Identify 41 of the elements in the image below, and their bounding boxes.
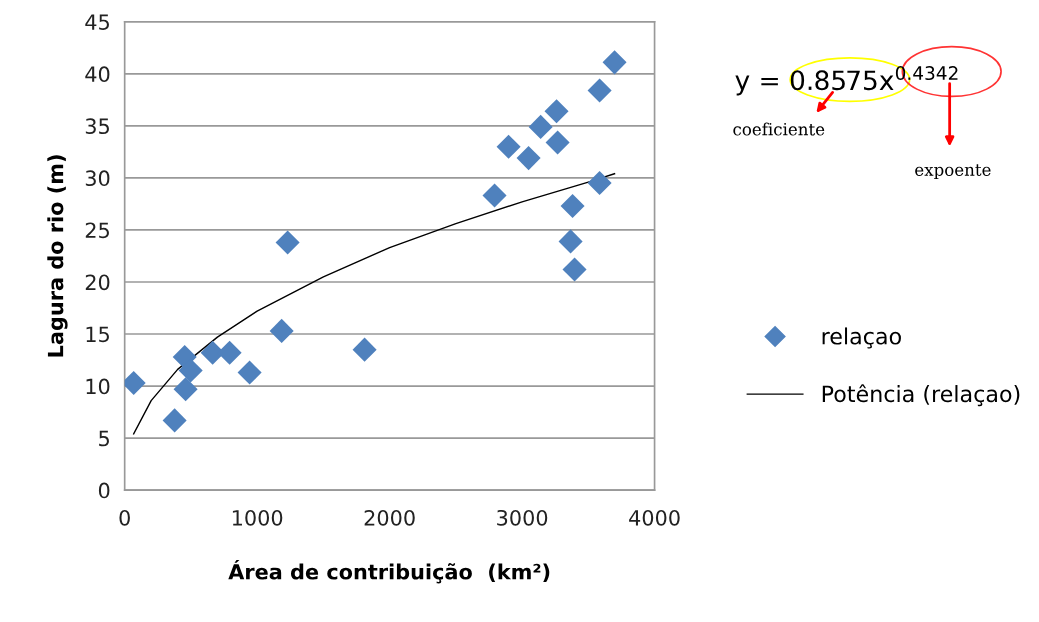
point — [516, 146, 541, 171]
line-series — [132, 173, 616, 435]
point — [237, 360, 262, 385]
x-tick-label: 1000 — [232, 509, 283, 526]
y-tick-label: 10 — [86, 378, 110, 395]
x-tick-label: 0 — [119, 509, 130, 526]
legend-label: Potência (relaçao) — [822, 384, 1020, 407]
text: coeficiente — [733, 122, 825, 136]
point — [162, 408, 187, 433]
y-tick-label: 30 — [85, 170, 110, 187]
point — [173, 377, 198, 402]
point — [587, 171, 612, 196]
point — [352, 337, 377, 362]
point — [482, 183, 507, 208]
point — [496, 134, 521, 159]
x-tick-label: 2000 — [364, 509, 415, 526]
y-tick-label: 40 — [85, 66, 110, 83]
y-tick-label: 20 — [85, 274, 110, 291]
y-tick-label: 0 — [98, 482, 110, 499]
point — [558, 229, 583, 254]
y-tick-label: 25 — [85, 222, 109, 239]
point — [178, 358, 203, 383]
y-tick-label: 5 — [99, 430, 109, 447]
legend-label: relaçao — [822, 327, 901, 349]
x-tick-label: 4000 — [629, 509, 680, 526]
point — [275, 230, 300, 255]
x-axis-title: Área de contribuição (km²) — [228, 560, 550, 584]
y-tick-label: 45 — [85, 14, 109, 30]
point — [545, 130, 570, 155]
point — [587, 78, 612, 103]
text: expoente — [915, 164, 991, 180]
x-tick-label: 3000 — [497, 509, 548, 526]
point — [560, 193, 585, 219]
point — [602, 50, 627, 75]
point — [528, 114, 553, 139]
y-tick-label: 35 — [85, 118, 109, 135]
point — [544, 99, 569, 124]
point — [562, 257, 587, 282]
y-axis-title: Lagura do rio (m) — [47, 155, 68, 357]
y-tick-label: 15 — [86, 326, 109, 343]
point — [269, 318, 294, 343]
